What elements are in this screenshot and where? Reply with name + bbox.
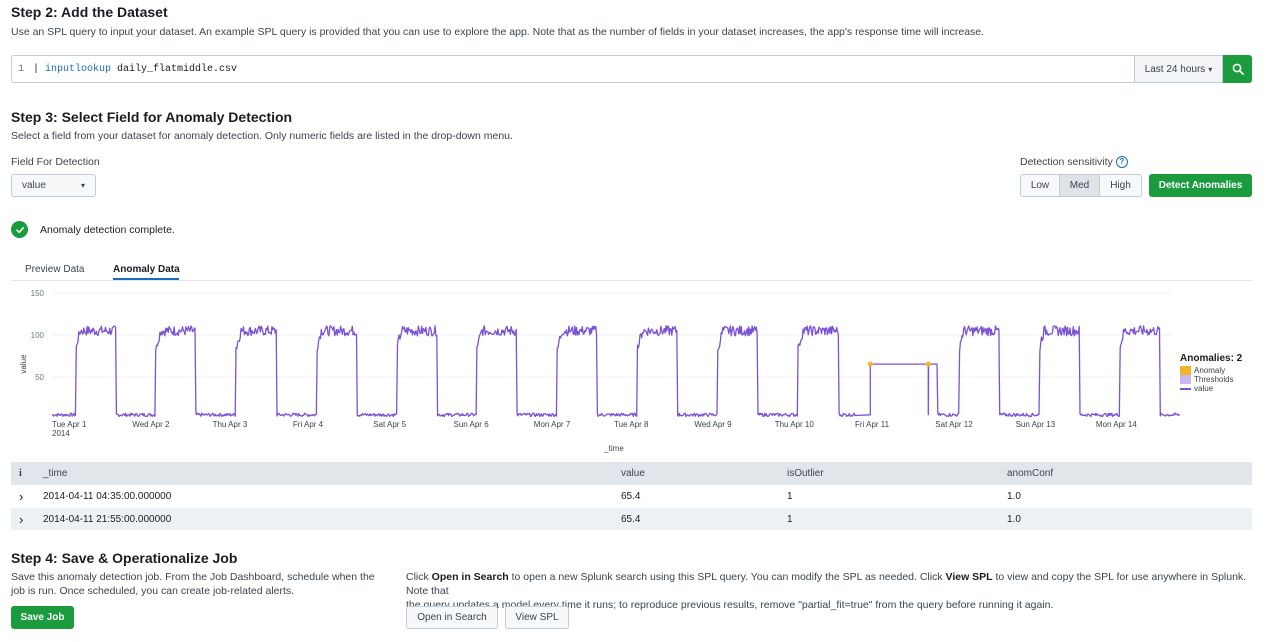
expand-row-icon[interactable]: › — [19, 489, 24, 504]
step2-description: Use an SPL query to input your dataset. … — [11, 26, 985, 38]
anomaly-point — [925, 361, 931, 367]
cell-value: 65.4 — [621, 491, 641, 502]
table-header: i _time value isOutlier anomConf — [11, 462, 1252, 485]
chart-legend: Anomalies: 2 Anomaly Thresholds value — [1180, 353, 1242, 393]
legend-item-value: value — [1180, 384, 1242, 393]
step4-left-description: Save this anomaly detection job. From th… — [11, 570, 375, 598]
query-pipe: | — [33, 64, 46, 75]
y-tick-label: 100 — [31, 331, 45, 340]
y-tick-label: 150 — [31, 289, 45, 298]
open-in-search-button[interactable]: Open in Search — [406, 606, 498, 629]
anomaly-point — [867, 361, 873, 367]
x-tick-label: Mon Apr 14 — [1096, 420, 1137, 429]
x-tick-label: Thu Apr 10 — [775, 420, 815, 429]
x-tick-label: Wed Apr 9 — [694, 420, 732, 429]
detect-anomalies-button[interactable]: Detect Anomalies — [1149, 174, 1252, 197]
cell-anomconf: 1.0 — [1007, 514, 1021, 525]
sensitivity-low[interactable]: Low — [1020, 174, 1060, 197]
x-tick-label: Sat Apr 12 — [935, 420, 973, 429]
search-button[interactable] — [1223, 55, 1252, 83]
anomaly-swatch — [1180, 366, 1191, 375]
tab-preview-data[interactable]: Preview Data — [25, 264, 85, 275]
legend-item-anomaly: Anomaly — [1180, 366, 1242, 375]
query-args: daily_flatmiddle.csv — [111, 64, 238, 75]
save-job-button[interactable]: Save Job — [11, 606, 74, 629]
time-range-picker[interactable]: Last 24 hours ▾ — [1134, 55, 1223, 83]
series-line-value — [51, 325, 1181, 418]
text-open-in-search: Open in Search — [431, 571, 509, 583]
anomaly-table: i _time value isOutlier anomConf › 2014-… — [11, 462, 1252, 531]
active-tab-indicator — [113, 278, 179, 280]
field-select-value: value — [22, 180, 46, 191]
x-tick-label: Fri Apr 11 — [855, 420, 890, 429]
y-axis-label: value — [19, 354, 28, 374]
cell-anomconf: 1.0 — [1007, 491, 1021, 502]
x-tick-label: Sun Apr 6 — [454, 420, 490, 429]
spl-query-text[interactable]: | inputlookup daily_flatmiddle.csv — [33, 64, 237, 75]
cell-time: 2014-04-11 21:55:00.000000 — [43, 514, 172, 525]
y-tick-label: 50 — [35, 373, 44, 382]
spl-query-editor[interactable]: 1 | inputlookup daily_flatmiddle.csv — [11, 55, 1135, 83]
line-number: 1 — [18, 64, 25, 75]
help-icon[interactable]: ? — [1115, 156, 1128, 169]
x-tick-label: Thu Apr 3 — [213, 420, 248, 429]
query-command: inputlookup — [45, 64, 112, 75]
col-isoutlier[interactable]: isOutlier — [787, 468, 824, 479]
text: Click — [406, 571, 432, 583]
cell-isoutlier: 1 — [787, 491, 793, 502]
table-row[interactable]: › 2014-04-11 21:55:00.000000 65.4 1 1.0 — [11, 508, 1252, 531]
info-icon[interactable]: i — [19, 468, 22, 479]
legend-label-anomaly: Anomaly — [1194, 366, 1226, 375]
cell-value: 65.4 — [621, 514, 641, 525]
field-select[interactable]: value ▾ — [11, 174, 96, 197]
x-tick-label: Fri Apr 4 — [293, 420, 324, 429]
chevron-down-icon: ▾ — [80, 181, 85, 190]
col-anomconf[interactable]: anomConf — [1007, 468, 1054, 479]
sensitivity-high[interactable]: High — [1099, 174, 1142, 197]
step4-right-line1: Click Open in Search to open a new Splun… — [406, 570, 1256, 598]
step4-left-line1: Save this anomaly detection job. From th… — [11, 571, 375, 583]
x-tick-sublabel: 2014 — [52, 429, 70, 438]
x-tick-label: Sat Apr 5 — [373, 420, 406, 429]
x-tick-label: Wed Apr 2 — [132, 420, 170, 429]
field-label: Field For Detection — [11, 156, 100, 168]
sensitivity-label: Detection sensitivity? — [1020, 156, 1128, 169]
thresholds-swatch — [1180, 375, 1191, 384]
view-spl-button[interactable]: View SPL — [505, 606, 569, 629]
cell-isoutlier: 1 — [787, 514, 793, 525]
col-time[interactable]: _time — [43, 468, 68, 479]
value-line-swatch — [1180, 387, 1191, 390]
time-range-label: Last 24 hours — [1144, 63, 1206, 75]
search-icon — [1232, 63, 1244, 75]
sensitivity-label-text: Detection sensitivity — [1020, 156, 1113, 168]
anomaly-chart: 50 100 150 value Tue Apr 1 Wed Apr 2 Thu Apr 3… — [19, 289, 1181, 453]
x-tick-label: Tue Apr 8 — [614, 420, 649, 429]
step2-title: Step 2: Add the Dataset — [11, 4, 168, 20]
success-icon — [11, 221, 28, 238]
legend-title: Anomalies: 2 — [1180, 353, 1243, 364]
chevron-down-icon: ▾ — [1208, 64, 1213, 74]
step4-title: Step 4: Save & Operationalize Job — [11, 550, 238, 566]
col-value[interactable]: value — [621, 468, 645, 479]
cell-time: 2014-04-11 04:35:00.000000 — [43, 491, 172, 502]
legend-item-thresholds: Thresholds — [1180, 375, 1242, 384]
tab-anomaly-data[interactable]: Anomaly Data — [113, 264, 180, 275]
x-tick-label: Sun Apr 13 — [1016, 420, 1056, 429]
legend-label-value: value — [1194, 384, 1214, 393]
sensitivity-med[interactable]: Med — [1059, 174, 1100, 197]
status-message: Anomaly detection complete. — [40, 224, 175, 236]
tabs-divider — [11, 280, 1252, 281]
table-row[interactable]: › 2014-04-11 04:35:00.000000 65.4 1 1.0 — [11, 485, 1252, 508]
legend-label-thresholds: Thresholds — [1194, 375, 1234, 384]
step3-title: Step 3: Select Field for Anomaly Detecti… — [11, 109, 293, 125]
step4-left-line2: job is run. Once scheduled, you can crea… — [11, 585, 295, 597]
step3-description: Select a field from your dataset for ano… — [11, 130, 513, 142]
x-tick-label: Tue Apr 1 — [52, 420, 87, 429]
text: to view and copy the SPL for use anywher… — [406, 571, 1247, 597]
text-view-spl: View SPL — [945, 571, 993, 583]
x-axis-label: _time — [603, 444, 624, 453]
expand-row-icon[interactable]: › — [19, 512, 24, 527]
text: to open a new Splunk search using this S… — [508, 571, 946, 583]
x-tick-label: Mon Apr 7 — [534, 420, 571, 429]
